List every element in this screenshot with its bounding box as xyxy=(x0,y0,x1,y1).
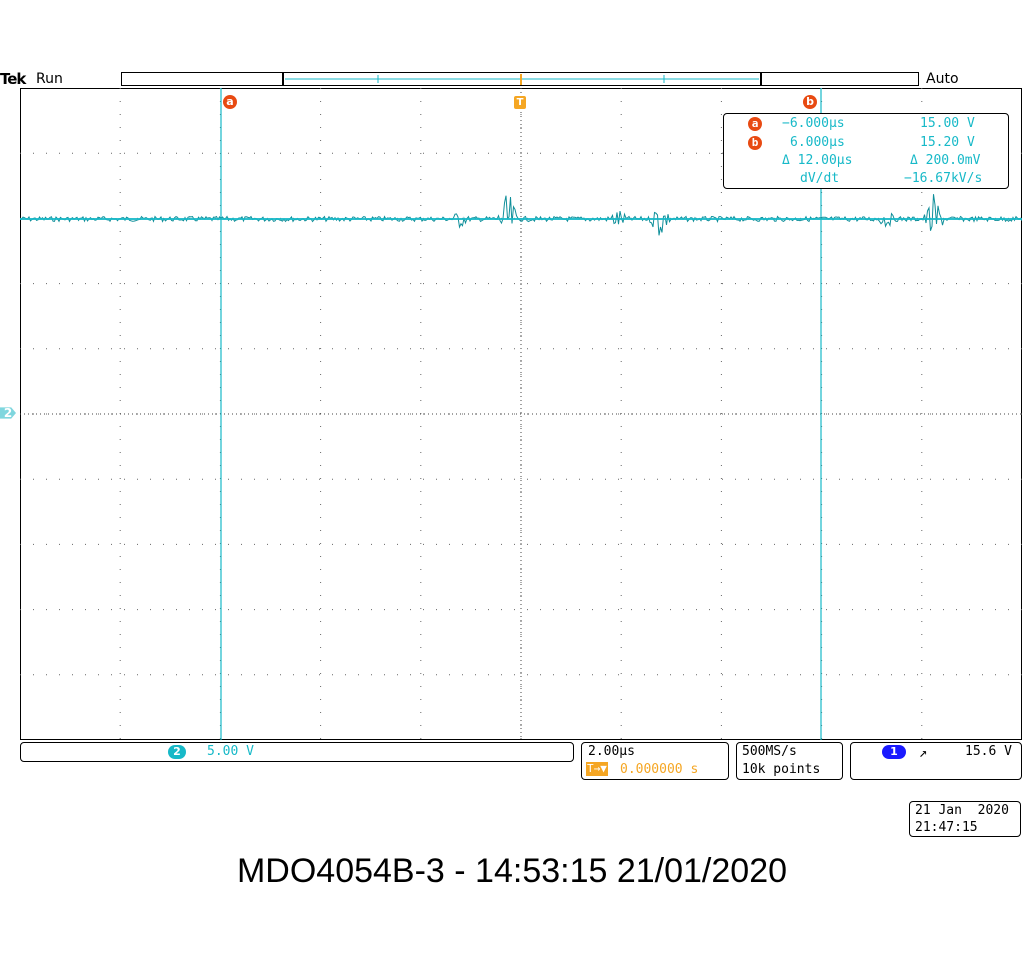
time-label: 21:47:15 xyxy=(915,820,978,835)
record-window-icon xyxy=(282,73,762,85)
rising-edge-icon: ↗ xyxy=(919,745,928,761)
trigger-source-badge: 1 xyxy=(882,745,906,759)
trigger-box[interactable]: ↗ 15.6 V xyxy=(850,742,1022,780)
channel-2-badge: 2 xyxy=(168,745,186,759)
readout-a-badge: a xyxy=(748,117,762,131)
trigger-level: 15.6 V xyxy=(965,744,1012,759)
waveform-display[interactable] xyxy=(20,88,1022,740)
dvdt-label: dV/dt xyxy=(800,171,840,186)
trigger-position: 0.000000 s xyxy=(620,762,699,777)
sampling-box[interactable]: 500MS/s 10k points xyxy=(736,742,843,780)
cursor-delta-time: Δ 12.00µs xyxy=(782,153,853,168)
dvdt-value: −16.67kV/s xyxy=(904,171,983,186)
cursor-b-badge[interactable]: b xyxy=(803,95,817,109)
channel-2-scale-box[interactable] xyxy=(20,742,574,762)
timebase-box[interactable]: 2.00µs T→▼ 0.000000 s xyxy=(581,742,729,780)
record-length: 10k points xyxy=(742,762,821,777)
run-state-label: Run xyxy=(36,71,63,87)
readout-b-badge: b xyxy=(748,136,762,150)
brand-label: Tek xyxy=(0,70,26,88)
cursor-a-badge[interactable]: a xyxy=(223,95,237,109)
cursor-b-volt: 15.20 V xyxy=(920,135,975,150)
trigger-mode-label: Auto xyxy=(926,71,959,87)
channel-2-scale: 5.00 V xyxy=(207,744,254,759)
trigger-position-marker[interactable]: T xyxy=(514,96,526,109)
sample-rate: 500MS/s xyxy=(742,744,797,759)
trigger-position-icon: T→▼ xyxy=(586,762,608,776)
timebase-scale: 2.00µs xyxy=(588,744,635,759)
cursor-a-time: −6.000µs xyxy=(782,116,845,131)
cursor-b-time: 6.000µs xyxy=(790,135,845,150)
cursor-readout-panel: a −6.000µs 15.00 V b 6.000µs 15.20 V Δ 1… xyxy=(723,113,1009,189)
datetime-box: 21 Jan 2020 21:47:15 xyxy=(909,801,1021,837)
cursor-delta-volt: Δ 200.0mV xyxy=(910,153,981,168)
screenshot-caption: MDO4054B-3 - 14:53:15 21/01/2020 xyxy=(236,852,788,890)
date-label: 21 Jan 2020 xyxy=(915,803,1009,818)
record-view-bar[interactable] xyxy=(121,72,919,86)
cursor-a-volt: 15.00 V xyxy=(920,116,975,131)
channel-2-ground-marker[interactable]: 2 xyxy=(0,407,16,419)
